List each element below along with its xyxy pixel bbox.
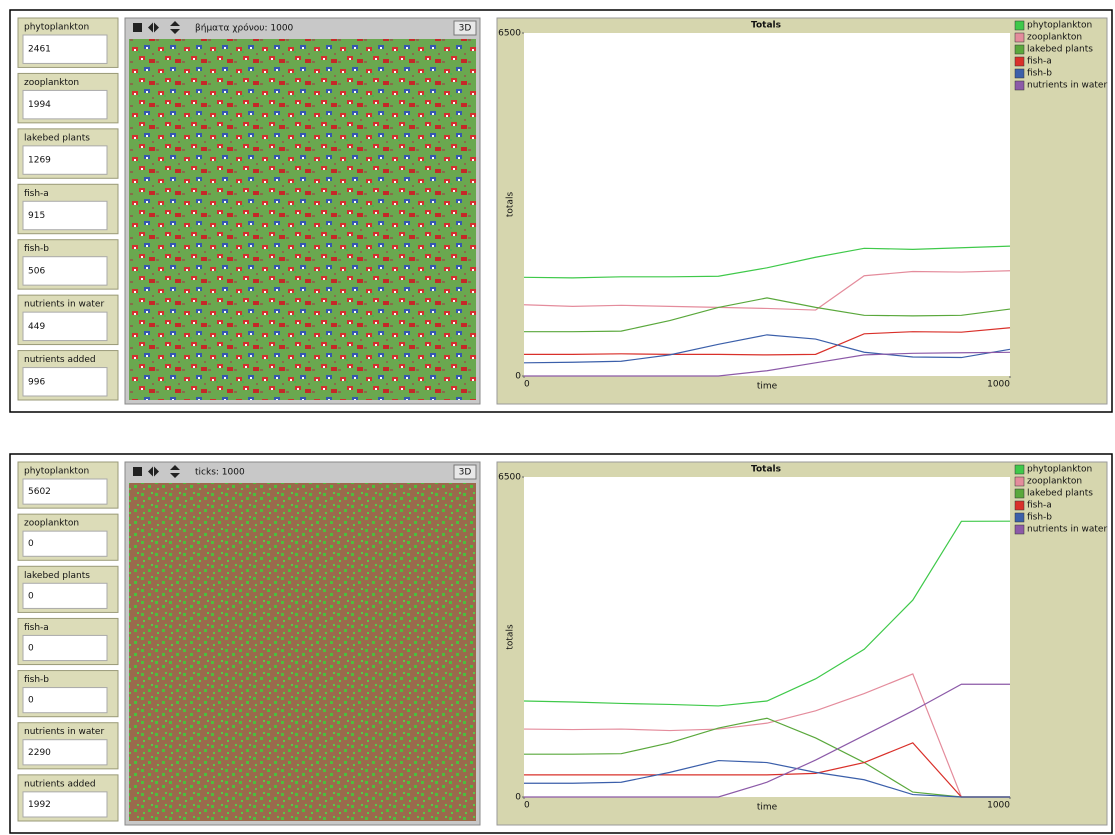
monitor-label: phytoplankton — [24, 467, 89, 477]
monitor-value: 996 — [28, 377, 45, 387]
monitor-label: zooplankton — [24, 519, 79, 529]
legend-swatch — [1015, 45, 1024, 54]
view-3d-label: 3D — [459, 24, 472, 34]
monitor-field — [23, 635, 107, 660]
legend-label: nutrients in water — [1027, 81, 1107, 91]
monitor-label: nutrients added — [24, 355, 96, 365]
plot-area — [524, 477, 1010, 797]
monitor-value: 1992 — [28, 800, 51, 810]
monitor-label: nutrients in water — [24, 727, 104, 737]
x-tick-label: 1000 — [987, 380, 1010, 390]
legend-label: phytoplankton — [1027, 21, 1092, 31]
monitor-value: 449 — [28, 322, 45, 332]
x-axis-label: time — [757, 803, 778, 813]
monitor-value: 506 — [28, 266, 45, 276]
plot-title: Totals — [751, 21, 781, 31]
legend-swatch — [1015, 69, 1024, 78]
legend-swatch — [1015, 501, 1024, 510]
monitor-value: 0 — [28, 696, 34, 706]
legend-label: zooplankton — [1027, 33, 1082, 43]
page: phytoplankton 2461 zooplankton 1994 lakebed … — [0, 0, 1115, 835]
view-3d-label: 3D — [459, 468, 472, 478]
legend-swatch — [1015, 81, 1024, 90]
y-axis-label: totals — [506, 192, 516, 218]
legend-swatch — [1015, 525, 1024, 534]
legend-label: fish-b — [1027, 513, 1052, 523]
legend-swatch — [1015, 33, 1024, 42]
monitor-field — [23, 583, 107, 608]
monitor-value: 1269 — [28, 156, 51, 166]
legend-swatch — [1015, 465, 1024, 474]
legend-label: lakebed plants — [1027, 489, 1093, 499]
monitor-value: 0 — [28, 539, 34, 549]
monitor-label: lakebed plants — [24, 571, 90, 581]
x-axis-label: time — [757, 382, 778, 392]
monitor-field — [23, 531, 107, 556]
x-tick-label: 0 — [524, 801, 530, 811]
monitor-value: 1994 — [28, 100, 51, 110]
legend-label: zooplankton — [1027, 477, 1082, 487]
monitor-label: fish-a — [24, 623, 49, 633]
screenshot: phytoplankton 2461 zooplankton 1994 lakebed … — [0, 0, 1115, 835]
monitor-value: 915 — [28, 211, 45, 221]
monitor-field — [23, 688, 107, 713]
monitor-label: lakebed plants — [24, 133, 90, 143]
y-tick-label: 0 — [515, 793, 521, 803]
y-axis-label: totals — [506, 624, 516, 650]
y-tick-label: 0 — [515, 372, 521, 382]
monitor-label: zooplankton — [24, 78, 79, 88]
legend-label: nutrients in water — [1027, 525, 1107, 535]
world — [129, 39, 476, 400]
legend-swatch — [1015, 57, 1024, 66]
monitor-label: fish-b — [24, 244, 49, 254]
monitor-value: 2461 — [28, 45, 51, 55]
legend-label: phytoplankton — [1027, 465, 1092, 475]
legend-label: fish-a — [1027, 57, 1052, 67]
legend-swatch — [1015, 477, 1024, 486]
monitor-label: nutrients in water — [24, 300, 104, 310]
view-ticks: βήματα χρόνου: 1000 — [195, 23, 294, 34]
x-tick-label: 1000 — [987, 801, 1010, 811]
legend-label: lakebed plants — [1027, 45, 1093, 55]
monitor-value: 5602 — [28, 487, 51, 497]
world — [129, 483, 476, 821]
y-tick-label: 6500 — [498, 473, 521, 483]
legend-swatch — [1015, 513, 1024, 522]
monitor-label: fish-b — [24, 675, 49, 685]
legend-swatch — [1015, 21, 1024, 30]
legend-label: fish-b — [1027, 69, 1052, 79]
monitor-value: 0 — [28, 591, 34, 601]
legend-label: fish-a — [1027, 501, 1052, 511]
legend-swatch — [1015, 489, 1024, 498]
x-tick-label: 0 — [524, 380, 530, 390]
monitor-value: 0 — [28, 644, 34, 654]
plot-area — [524, 33, 1010, 376]
monitor-label: phytoplankton — [24, 23, 89, 33]
monitor-label: fish-a — [24, 189, 49, 199]
monitor-value: 2290 — [28, 748, 51, 758]
monitor-label: nutrients added — [24, 779, 96, 789]
plot-title: Totals — [751, 465, 781, 475]
y-tick-label: 6500 — [498, 29, 521, 39]
view-ticks: ticks: 1000 — [195, 468, 245, 478]
